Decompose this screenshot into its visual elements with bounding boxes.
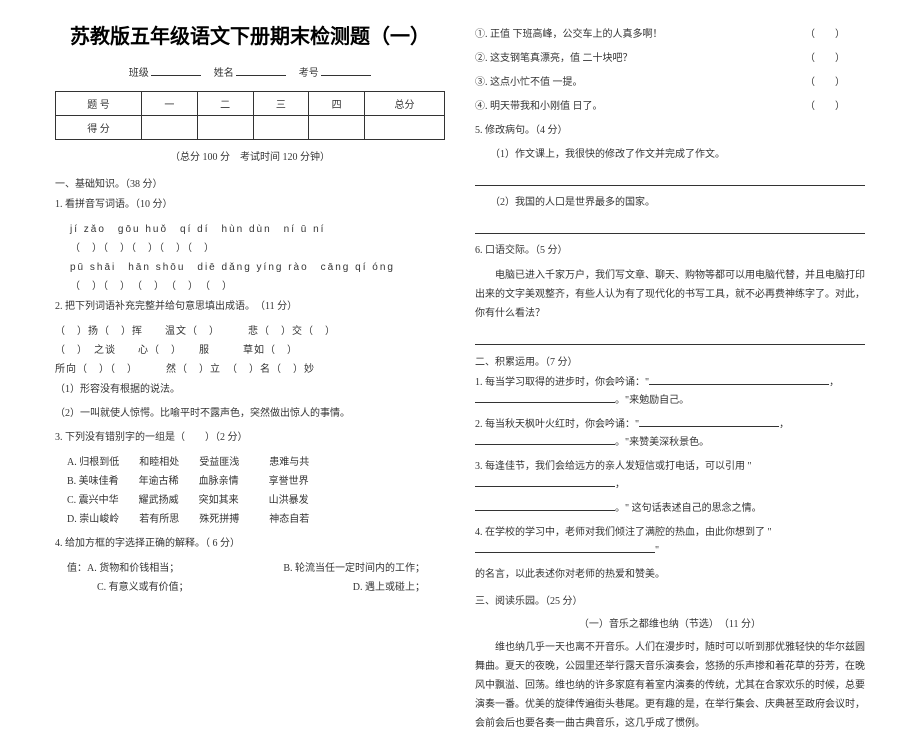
- paren-2: （ ）: [805, 50, 845, 68]
- fill-blank-2b: [475, 444, 615, 445]
- th-total: 总分: [364, 92, 444, 116]
- s2-1a: 1. 每当学习取得的进步时，你会吟诵：": [475, 377, 649, 388]
- option-b: B. 美味佳肴 年逾古稀 血脉亲情 享誉世界: [67, 472, 445, 491]
- r2: ②. 这支钢笔真漂亮，值 二十块吧？ （ ）: [475, 50, 865, 68]
- right-column: ①. 正值 下班高峰，公交车上的人真多啊！ （ ） ②. 这支钢笔真漂亮，值 二十…: [460, 20, 880, 631]
- s2-3b: 。" 这句话表述自己的思念之情。: [615, 503, 762, 514]
- fill-blank-2: [639, 426, 779, 427]
- q4: 4. 给加方框的字选择正确的解释。（ 6 分）: [55, 535, 445, 553]
- r4-text: ④. 明天带我和小刚值 日了。: [475, 101, 603, 112]
- paren-4: （ ）: [805, 98, 845, 116]
- option-d: D. 崇山峻岭 若有所思 殊死拼搏 神态自若: [67, 510, 445, 529]
- exam-label: 考号: [299, 68, 319, 79]
- name-label: 姓名: [214, 68, 234, 79]
- option-line-2: C. 有意义或有价值； D. 遇上或碰上；: [67, 578, 445, 597]
- fill-row-1: （ ）扬（ ）挥 温文（ ） 悲（ ）交（ ）: [55, 322, 445, 337]
- r2-text: ②. 这支钢笔真漂亮，值 二十块吧？: [475, 53, 633, 64]
- bracket-row-2: （ ）（ ） （ ） （ ） （ ）: [55, 277, 445, 292]
- option-c: C. 震兴中华 耀武扬威 突如其来 山洪暴发: [67, 491, 445, 510]
- answer-line-2: [475, 220, 865, 234]
- exam-title: 苏教版五年级语文下册期末检测题（一）: [55, 20, 445, 49]
- s2-2: 2. 每当秋天枫叶火红时，你会吟诵："，。"来赞美深秋景色。: [475, 416, 865, 452]
- q3-options: A. 归根到低 和睦相处 受益匪浅 患难与共 B. 美味佳肴 年逾古稀 血脉亲情…: [67, 453, 445, 529]
- s2-3a: 3. 每逢佳节，我们会给远方的亲人发短信或打电话，可以引用 ": [475, 461, 752, 472]
- q4-b: B. 轮流当任一定时间内的工作；: [283, 559, 425, 578]
- s2-3b-line: 。" 这句话表述自己的思念之情。: [475, 500, 865, 518]
- answer-line-1: [475, 172, 865, 186]
- exam-blank: [321, 64, 371, 76]
- name-blank: [236, 64, 286, 76]
- q2-sub1: （1）形容没有根据的说法。: [55, 381, 445, 399]
- s2-2a: 2. 每当秋天枫叶火红时，你会吟诵：": [475, 419, 639, 430]
- q2: 2. 把下列词语补充完整并给句意思填出成语。 （11 分）: [55, 298, 445, 316]
- r1: ①. 正值 下班高峰，公交车上的人真多啊！ （ ）: [475, 26, 865, 44]
- q1: 1. 看拼音写词语。（10 分）: [55, 196, 445, 214]
- s2-1: 1. 每当学习取得的进步时，你会吟诵："，。"来勉励自己。: [475, 374, 865, 410]
- answer-line-3: [475, 331, 865, 345]
- s2-4a: 4. 在学校的学习中，老师对我们倾注了满腔的热血，由此你想到了 ": [475, 527, 772, 538]
- s2-2b: 。"来赞美深秋景色。: [615, 437, 709, 448]
- option-a: A. 归根到低 和睦相处 受益匪浅 患难与共: [67, 453, 445, 472]
- q6: 6. 口语交际。（5 分）: [475, 242, 865, 260]
- s2-4b: 的名言，以此表述你对老师的热爱和赞美。: [475, 566, 865, 584]
- q6-text: 电脑已进入千家万户，我们写文章、聊天、购物等都可以用电脑代替，并且电脑打印出来的…: [475, 266, 865, 323]
- table-row: 得 分: [56, 116, 445, 140]
- q4-c: C. 有意义或有价值；: [97, 578, 189, 597]
- q5: 5. 修改病句。（4 分）: [475, 122, 865, 140]
- q5-2: （2）我国的人口是世界最多的国家。: [475, 194, 865, 212]
- th-4: 四: [309, 92, 365, 116]
- s2-4: 4. 在学校的学习中，老师对我们倾注了满腔的热血，由此你想到了 "": [475, 524, 865, 560]
- td-blank: [253, 116, 309, 140]
- bracket-row-1: （ ）（ ）（ ）（ ）（ ）: [55, 239, 445, 254]
- r3: ③. 这点小忙不值 一提。 （ ）: [475, 74, 865, 92]
- table-row: 题 号 一 二 三 四 总分: [56, 92, 445, 116]
- q2-sub2: （2）一叫就使人惊愕。比喻平时不露声色，突然做出惊人的事情。: [55, 405, 445, 423]
- paren-1: （ ）: [805, 26, 845, 44]
- th-3: 三: [253, 92, 309, 116]
- score-info: （总分 100 分 考试时间 120 分钟）: [55, 148, 445, 163]
- td-score-label: 得 分: [56, 116, 142, 140]
- score-table: 题 号 一 二 三 四 总分 得 分: [55, 91, 445, 140]
- fill-blank-3: [475, 486, 615, 487]
- q4-a: 值：A. 货物和价钱相当；: [67, 559, 179, 578]
- s2-3: 3. 每逢佳节，我们会给远方的亲人发短信或打电话，可以引用 "，: [475, 458, 865, 494]
- section-3: 三、阅读乐园。（25 分）: [475, 592, 865, 607]
- th-2: 二: [197, 92, 253, 116]
- pinyin-row-1: jí zǎo gōu huǒ qí dí hùn dùn ní ū ní: [55, 220, 445, 235]
- td-blank: [364, 116, 444, 140]
- class-blank: [151, 64, 201, 76]
- td-blank: [142, 116, 198, 140]
- q4-d: D. 遇上或碰上；: [353, 578, 425, 597]
- header-fields: 班级 姓名 考号: [55, 64, 445, 79]
- td-blank: [309, 116, 365, 140]
- fill-blank-1: [649, 384, 829, 385]
- s3-title: （一）音乐之都维也纳（节选） （11 分）: [475, 615, 865, 630]
- q3: 3. 下列没有错别字的一组是（ ）（2 分）: [55, 429, 445, 447]
- td-blank: [197, 116, 253, 140]
- fill-blank-4: [475, 552, 655, 553]
- fill-blank-1b: [475, 402, 615, 403]
- r4: ④. 明天带我和小刚值 日了。 （ ）: [475, 98, 865, 116]
- option-line-1: 值：A. 货物和价钱相当； B. 轮流当任一定时间内的工作；: [67, 559, 445, 578]
- left-column: 苏教版五年级语文下册期末检测题（一） 班级 姓名 考号 题 号 一 二 三 四 …: [40, 20, 460, 631]
- th-num: 题 号: [56, 92, 142, 116]
- q4-options: 值：A. 货物和价钱相当； B. 轮流当任一定时间内的工作； C. 有意义或有价…: [67, 559, 445, 597]
- class-label: 班级: [129, 68, 149, 79]
- section-1: 一、基础知识。（38 分）: [55, 175, 445, 190]
- r3-text: ③. 这点小忙不值 一提。: [475, 77, 583, 88]
- fill-blank-3b: [475, 510, 615, 511]
- r1-text: ①. 正值 下班高峰，公交车上的人真多啊！: [475, 29, 663, 40]
- section-2: 二、积累运用。（7 分）: [475, 353, 865, 368]
- fill-row-3: 所向（ ）（ ） 然（ ）立 （ ）名（ ）妙: [55, 360, 445, 375]
- s2-1b: 。"来勉励自己。: [615, 395, 689, 406]
- fill-row-2: （ ） 之谈 心（ ） 服 草如（ ）: [55, 341, 445, 356]
- pinyin-row-2: pū shāi hān shōu diē dǎng yíng rào cāng …: [55, 258, 445, 273]
- q5-1: （1）作文课上，我很快的修改了作文并完成了作文。: [475, 146, 865, 164]
- th-1: 一: [142, 92, 198, 116]
- paren-3: （ ）: [805, 74, 845, 92]
- s3-text: 维也纳几乎一天也离不开音乐。人们在漫步时，随时可以听到那优雅轻快的华尔兹圆舞曲。…: [475, 638, 865, 733]
